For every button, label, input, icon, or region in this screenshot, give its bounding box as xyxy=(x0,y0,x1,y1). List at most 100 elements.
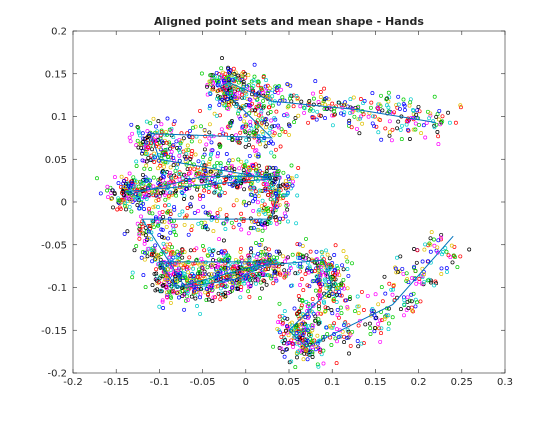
aligned-point xyxy=(401,102,406,107)
aligned-point xyxy=(369,100,374,105)
aligned-point xyxy=(405,127,410,132)
y-tick-label: -0.15 xyxy=(41,326,67,337)
aligned-point xyxy=(285,82,290,87)
aligned-point xyxy=(281,331,286,336)
aligned-point xyxy=(112,175,117,180)
aligned-point xyxy=(165,295,170,300)
aligned-point xyxy=(256,104,261,109)
aligned-point xyxy=(214,113,219,118)
aligned-point xyxy=(319,268,324,273)
aligned-point xyxy=(286,340,291,345)
aligned-point xyxy=(229,96,234,101)
aligned-point xyxy=(242,163,247,167)
aligned-point xyxy=(379,331,383,336)
aligned-point xyxy=(219,170,224,175)
aligned-point xyxy=(419,131,424,136)
aligned-point xyxy=(185,206,190,210)
aligned-point xyxy=(260,268,265,273)
aligned-point xyxy=(241,168,246,173)
aligned-point xyxy=(146,145,150,150)
aligned-point xyxy=(358,116,363,121)
aligned-point xyxy=(302,105,306,110)
aligned-point xyxy=(334,264,339,268)
aligned-point xyxy=(144,178,149,183)
aligned-point xyxy=(244,124,248,129)
aligned-point xyxy=(318,265,323,269)
y-tick-label: -0.05 xyxy=(41,240,67,251)
aligned-point xyxy=(287,264,292,268)
aligned-point xyxy=(262,104,267,109)
aligned-point xyxy=(246,281,251,286)
aligned-point xyxy=(281,193,286,198)
aligned-point xyxy=(185,143,190,148)
aligned-point xyxy=(229,91,233,96)
aligned-point xyxy=(185,167,190,172)
aligned-point xyxy=(261,182,266,186)
aligned-point xyxy=(150,147,155,152)
aligned-point xyxy=(284,347,289,352)
aligned-point xyxy=(208,156,213,161)
aligned-point xyxy=(295,242,300,247)
x-tick-label: 0.15 xyxy=(364,377,386,388)
aligned-point xyxy=(185,298,190,303)
aligned-point xyxy=(413,121,418,126)
aligned-point xyxy=(207,136,212,141)
aligned-point xyxy=(135,221,140,226)
aligned-point xyxy=(216,151,220,156)
aligned-point xyxy=(451,253,456,258)
aligned-point xyxy=(137,142,142,147)
aligned-point xyxy=(249,86,254,91)
aligned-point xyxy=(255,97,260,102)
aligned-point xyxy=(270,103,275,108)
aligned-point xyxy=(396,270,401,274)
aligned-point xyxy=(339,111,343,116)
aligned-point xyxy=(316,321,321,326)
aligned-point xyxy=(218,207,223,212)
aligned-point xyxy=(384,96,389,101)
aligned-point xyxy=(317,306,321,311)
aligned-point xyxy=(383,126,388,131)
aligned-point xyxy=(280,320,285,325)
aligned-point xyxy=(370,114,375,119)
aligned-point xyxy=(435,245,440,250)
aligned-point xyxy=(422,247,427,252)
aligned-point xyxy=(274,109,279,114)
aligned-point xyxy=(348,343,353,348)
aligned-point xyxy=(411,127,416,132)
aligned-point xyxy=(208,169,213,174)
aligned-point xyxy=(277,301,282,306)
aligned-point xyxy=(318,349,323,354)
aligned-point xyxy=(277,251,282,256)
aligned-point xyxy=(345,327,350,332)
aligned-point xyxy=(280,95,285,100)
aligned-point xyxy=(244,92,249,97)
aligned-point xyxy=(358,318,362,323)
aligned-point xyxy=(432,94,437,99)
aligned-point xyxy=(244,122,249,127)
aligned-point xyxy=(254,255,259,260)
aligned-point xyxy=(279,127,284,132)
aligned-point xyxy=(426,259,431,264)
aligned-point xyxy=(252,62,257,67)
aligned-point xyxy=(242,71,247,76)
aligned-point xyxy=(181,136,186,141)
aligned-point xyxy=(229,89,234,94)
aligned-point xyxy=(324,96,329,101)
aligned-point xyxy=(311,303,316,308)
aligned-point xyxy=(338,305,343,310)
aligned-point xyxy=(183,159,188,164)
aligned-point xyxy=(206,212,211,217)
aligned-point xyxy=(217,133,222,137)
aligned-point xyxy=(263,173,268,178)
aligned-point xyxy=(263,221,267,226)
aligned-point xyxy=(379,326,384,331)
aligned-point xyxy=(440,114,445,119)
aligned-point xyxy=(166,277,171,282)
aligned-point xyxy=(196,221,201,226)
aligned-point xyxy=(109,197,114,201)
aligned-point xyxy=(132,195,137,200)
aligned-point xyxy=(239,255,244,260)
aligned-point xyxy=(392,110,397,115)
aligned-point xyxy=(318,296,323,301)
aligned-point xyxy=(294,174,299,179)
